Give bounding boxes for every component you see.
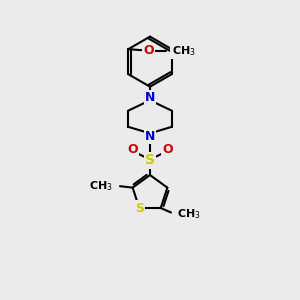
Text: N: N	[145, 130, 155, 143]
Text: S: S	[145, 153, 155, 167]
Text: O: O	[162, 143, 173, 157]
Text: CH$_3$: CH$_3$	[89, 179, 113, 193]
Text: S: S	[135, 202, 144, 214]
Text: N: N	[145, 92, 155, 104]
Text: CH$_3$: CH$_3$	[177, 207, 201, 221]
Text: CH$_3$: CH$_3$	[172, 44, 195, 58]
Text: O: O	[127, 143, 138, 157]
Text: O: O	[144, 44, 154, 57]
